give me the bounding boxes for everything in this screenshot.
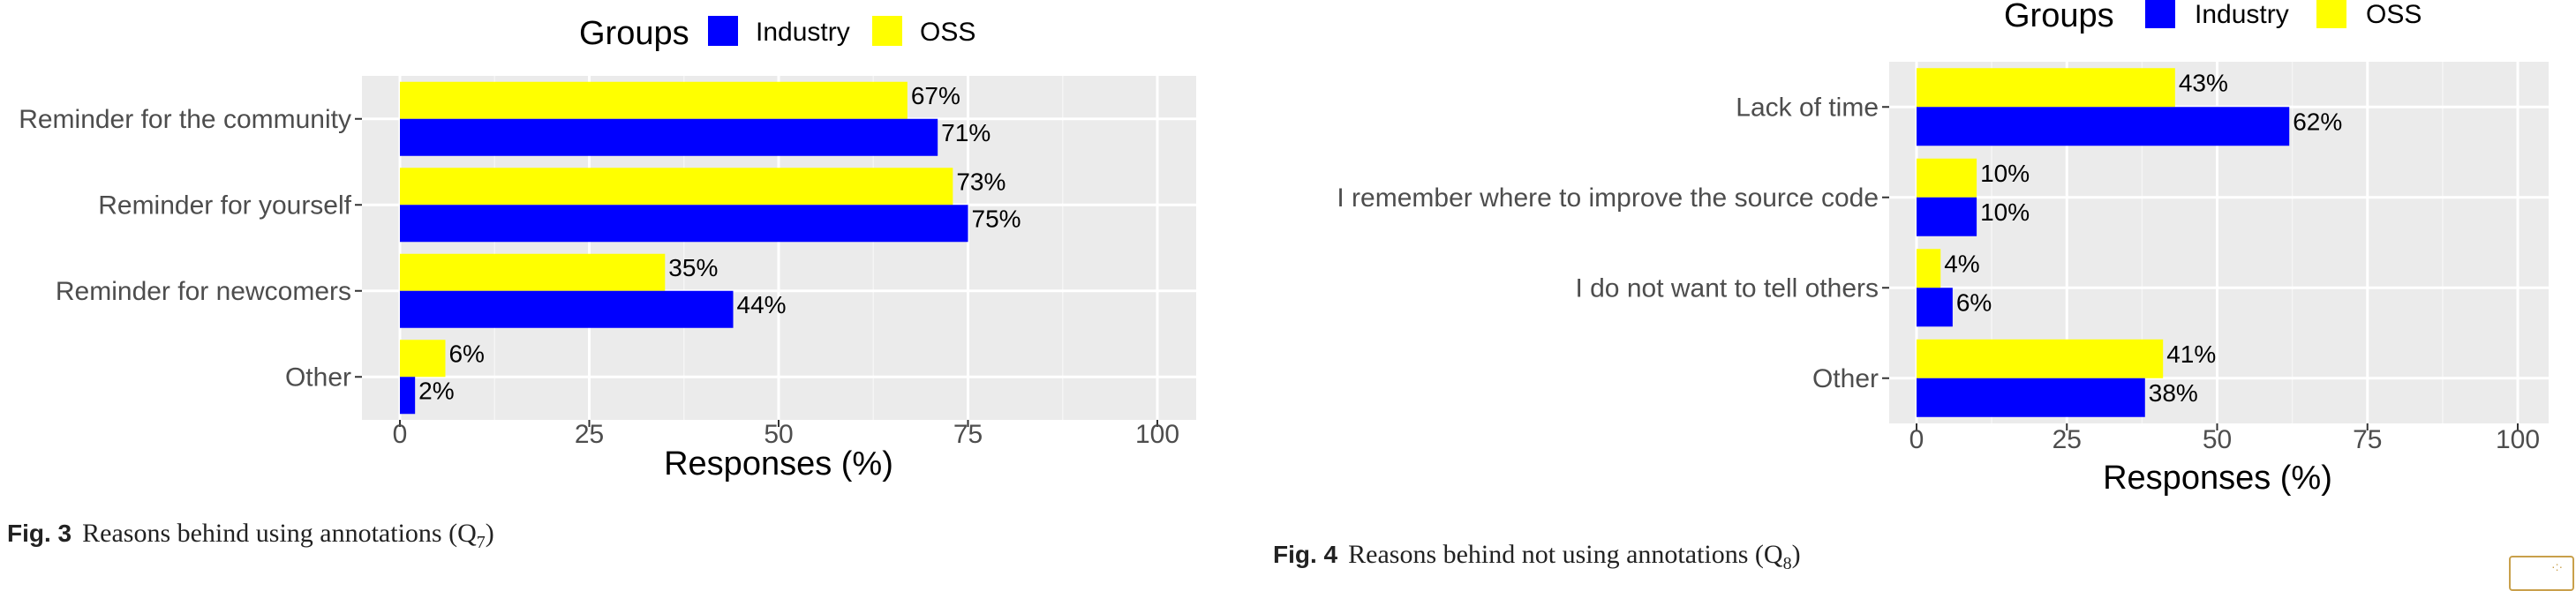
fig4-caption-end: ) [1791,540,1801,569]
fig3-category-label: Reminder for newcomers [56,277,351,306]
fig4-category-label: I do not want to tell others [1575,273,1879,303]
fig3-category-label: Reminder for the community [19,105,351,134]
fig3-x-axis-title: Responses (%) [664,445,893,483]
fig4-category-label: Other [1812,364,1879,393]
fig4-chart: Lack of time I remember where to improve … [1337,0,2549,497]
fig4-bars: 43%62%10%10%4%6%41%38% [1917,68,2342,417]
fig4-legend-swatch-oss [2316,0,2346,28]
fig4-bar-industry [1917,197,1977,236]
fig3-caption-sub: 7 [476,533,486,552]
fig4-data-label-industry: 6% [1956,288,1992,316]
fig3-bar-oss [400,253,666,291]
fig3-category-label: Other [285,363,351,392]
fig3-x-tick-label: 100 [1135,420,1179,449]
fig4-data-label-oss: 10% [1980,160,2030,187]
fig3-legend-label-oss: OSS [920,18,975,47]
fig4-caption: Fig. 4 Reasons behind not using annotatio… [1273,540,1801,574]
fig4-legend-title: Groups [2004,0,2114,34]
fig4-caption-sub: 8 [1782,554,1792,573]
fig3-legend-title: Groups [579,15,689,52]
fig4-bar-industry [1917,378,2145,417]
fig3-x-tick-label: 75 [953,420,983,449]
fig3-x-tick-label: 0 [393,420,408,449]
fig4-bar-oss [1917,158,1977,198]
fig3-x-axis: 0 25 50 75 100 Responses (%) [393,420,1179,483]
fig4-legend-label-industry: Industry [2195,0,2289,29]
fig4-bar-oss [1917,339,2164,378]
publisher-badge-icon: ·:· [2509,556,2574,591]
fig4-bar-oss [1917,68,2175,108]
fig4-y-axis: Lack of time I remember where to improve … [1337,93,1889,393]
fig4-bar-industry [1917,107,2290,146]
figure-canvas: Reminder for the community Reminder for y… [19,0,2549,497]
fig3-x-tick-label: 50 [764,420,793,449]
fig3-legend-swatch-industry [708,16,738,46]
fig3-bar-industry [400,118,938,156]
fig4-data-label-oss: 4% [1944,250,1979,277]
fig3-bar-industry [400,205,968,243]
fig3-chart: Reminder for the community Reminder for y… [19,15,1196,483]
fig4-caption-text: Reasons behind not using annotations (Q [1348,540,1783,569]
fig3-category-label: Reminder for yourself [98,191,351,220]
fig3-data-label-industry: 44% [737,291,787,318]
fig3-caption: Fig. 3 Reasons behind using annotations (… [7,519,494,553]
fig3-legend-swatch-oss [872,16,902,46]
fig3-data-label-oss: 6% [448,340,484,367]
fig4-x-tick-label: 100 [2496,425,2540,454]
fig4-x-axis: 0 25 50 75 100 Responses (%) [1909,423,2540,497]
fig4-legend-label-oss: OSS [2366,0,2422,29]
fig3-y-axis: Reminder for the community Reminder for y… [19,105,362,392]
fig3-bar-oss [400,168,953,206]
fig3-data-label-industry: 2% [418,377,454,404]
fig4-data-label-industry: 38% [2149,379,2198,407]
fig3-data-label-oss: 73% [956,168,1006,195]
fig3-data-label-oss: 35% [668,254,718,281]
fig4-x-tick-label: 75 [2353,425,2382,454]
fig4-category-label: Lack of time [1736,93,1879,122]
fig3-data-label-industry: 71% [941,119,990,146]
fig4-x-tick-label: 25 [2053,425,2082,454]
fig3-legend-label-industry: Industry [756,18,850,47]
fig3-bar-industry [400,290,734,328]
fig4-legend-swatch-industry [2145,0,2175,28]
fig4-category-label: I remember where to improve the source c… [1337,183,1879,213]
fig3-caption-text: Reasons behind using annotations (Q [82,519,477,548]
fig4-x-tick-label: 50 [2203,425,2232,454]
fig4-legend: Groups Industry OSS [2004,0,2422,34]
fig3-bar-oss [400,81,908,119]
fig3-data-label-oss: 67% [911,82,960,109]
fig4-bar-oss [1917,249,1941,288]
fig3-x-tick-label: 25 [575,420,604,449]
fig3-data-label-industry: 75% [972,205,1021,232]
fig3-caption-end: ) [485,519,494,548]
fig3-bar-oss [400,340,446,378]
fig3-bar-industry [400,377,416,415]
fig3-caption-label: Fig. 3 [7,520,72,547]
fig4-bar-industry [1917,288,1953,327]
fig4-data-label-oss: 43% [2179,69,2228,96]
fig4-data-label-industry: 10% [1980,198,2030,226]
fig4-data-label-industry: 62% [2293,108,2342,135]
fig3-bars: 67% 71% 73% 75% 35% 44% 6% 2% [400,81,1021,415]
fig3-legend: Groups Industry OSS [579,15,975,52]
fig4-caption-label: Fig. 4 [1273,541,1338,568]
fig4-data-label-oss: 41% [2166,340,2216,368]
fig4-x-tick-label: 0 [1909,425,1924,454]
fig4-x-axis-title: Responses (%) [2103,460,2332,497]
